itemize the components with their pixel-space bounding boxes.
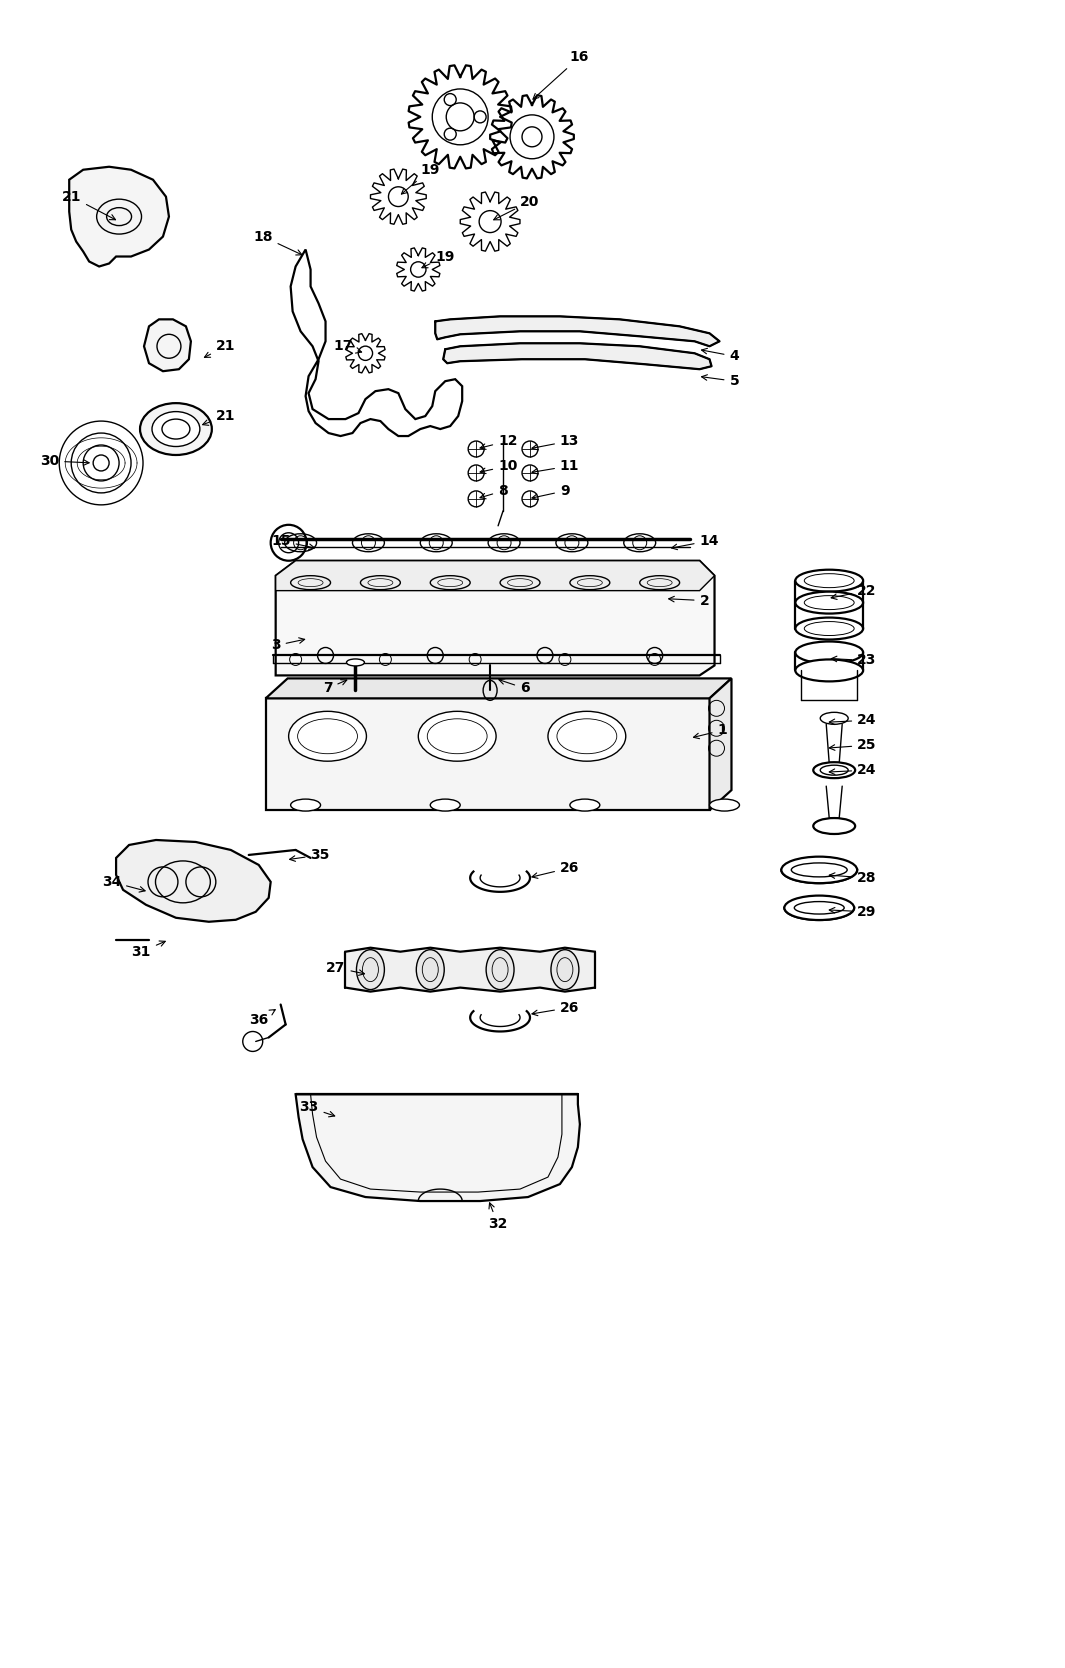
Ellipse shape [346,659,364,666]
Text: 8: 8 [480,484,508,499]
Text: 11: 11 [532,459,579,474]
Text: 34: 34 [101,876,145,892]
Ellipse shape [570,799,600,811]
Polygon shape [291,250,462,435]
Ellipse shape [796,592,863,614]
Ellipse shape [782,857,857,882]
Ellipse shape [152,412,200,447]
Ellipse shape [784,896,854,921]
Text: 2: 2 [669,594,709,607]
Text: 17: 17 [333,339,362,354]
Ellipse shape [796,617,863,639]
Ellipse shape [416,949,444,989]
Text: 22: 22 [831,584,876,599]
Polygon shape [709,679,732,811]
Text: 23: 23 [832,654,876,667]
Polygon shape [276,560,715,676]
Ellipse shape [796,659,863,682]
Ellipse shape [551,949,579,989]
Text: 16: 16 [532,50,589,98]
Text: 32: 32 [488,1203,508,1231]
Text: 4: 4 [702,349,739,364]
Text: 3: 3 [271,637,305,652]
Ellipse shape [709,799,739,811]
Ellipse shape [357,949,384,989]
Text: 28: 28 [830,871,876,886]
Polygon shape [296,1094,579,1201]
Ellipse shape [796,642,863,664]
Text: 21: 21 [202,409,235,425]
Text: 33: 33 [299,1101,334,1118]
Ellipse shape [548,711,626,761]
Text: 5: 5 [702,374,739,389]
Text: 35: 35 [290,847,330,862]
Text: 26: 26 [531,861,579,879]
Text: 27: 27 [326,961,364,976]
Text: 30: 30 [40,454,89,469]
Text: 21: 21 [204,339,235,357]
Text: 13: 13 [531,434,579,450]
Text: 31: 31 [132,941,165,959]
Text: 6: 6 [498,679,529,696]
Polygon shape [69,167,169,267]
Text: 18: 18 [253,230,302,255]
Text: 12: 12 [480,434,518,449]
Polygon shape [265,679,732,699]
Text: 19: 19 [422,250,455,269]
Text: 20: 20 [494,195,539,220]
Text: 29: 29 [830,904,876,919]
Ellipse shape [814,762,855,779]
Ellipse shape [430,799,460,811]
Text: 1: 1 [693,724,727,739]
Text: 7: 7 [323,679,347,696]
Text: 15: 15 [272,534,314,549]
Polygon shape [436,317,720,347]
Text: 25: 25 [830,739,876,752]
Ellipse shape [486,949,514,989]
Text: 14: 14 [672,534,719,550]
Text: 24: 24 [830,714,876,727]
Text: 9: 9 [531,484,570,499]
Polygon shape [265,699,709,811]
Ellipse shape [820,712,848,724]
Text: 21: 21 [62,190,115,220]
Text: 26: 26 [532,1001,579,1016]
Polygon shape [144,319,191,372]
Text: 10: 10 [480,459,518,474]
Polygon shape [276,560,715,590]
Text: 24: 24 [830,764,876,777]
Ellipse shape [291,799,321,811]
Polygon shape [116,841,271,922]
Text: 19: 19 [402,163,440,193]
Ellipse shape [814,817,855,834]
Ellipse shape [140,404,212,455]
Ellipse shape [419,711,496,761]
Ellipse shape [796,570,863,592]
Polygon shape [443,344,711,369]
Ellipse shape [289,711,366,761]
Text: 36: 36 [249,1009,275,1026]
